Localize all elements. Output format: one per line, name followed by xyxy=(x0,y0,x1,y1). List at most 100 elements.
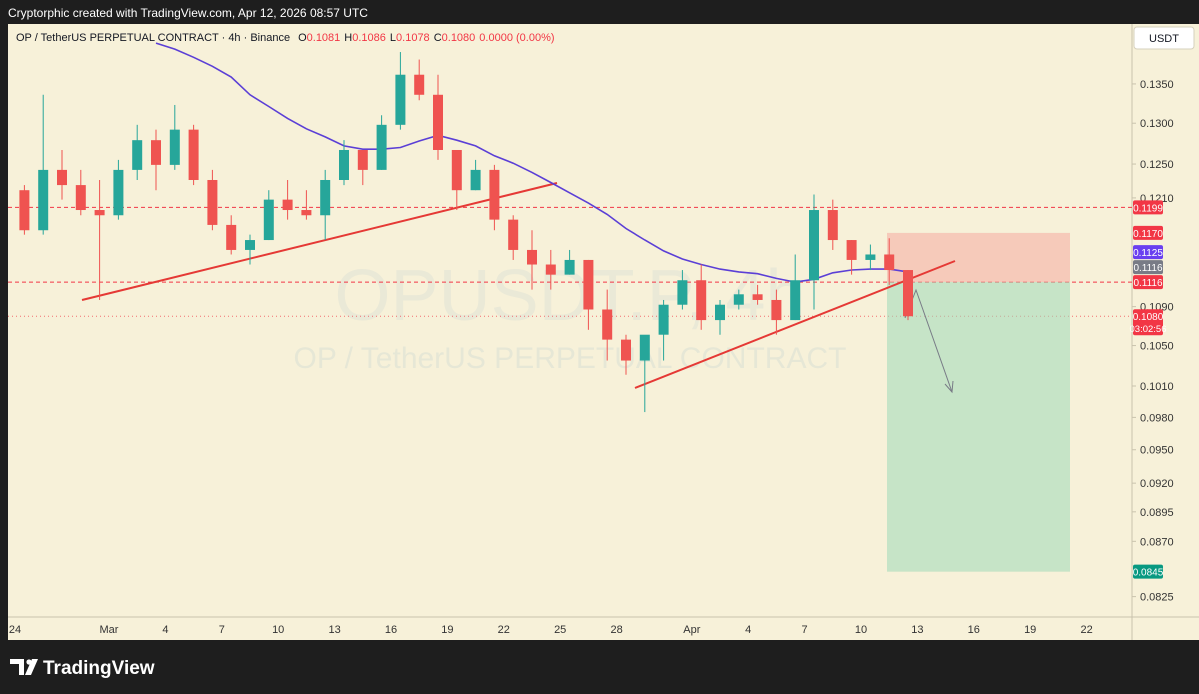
y-tick-label: 0.1010 xyxy=(1140,381,1174,393)
candle-body xyxy=(752,294,763,300)
candle-body xyxy=(57,169,67,186)
ohlc-value: 0.1086 xyxy=(352,32,386,44)
candle-body xyxy=(696,280,707,321)
candle-body xyxy=(376,124,387,170)
ohlc-letter: O xyxy=(298,32,307,44)
candle-body xyxy=(169,129,180,165)
x-tick-label: 22 xyxy=(498,624,510,636)
symbol-line: OP / TetherUS PERPETUAL CONTRACT · 4h · … xyxy=(16,32,555,44)
candle-body xyxy=(75,185,86,211)
currency[interactable]: USDT xyxy=(1149,33,1179,45)
trend-line xyxy=(634,260,956,389)
price-label xyxy=(1133,260,1163,275)
candle-body xyxy=(733,294,744,305)
arrow-head xyxy=(944,380,954,394)
price-label-text: 0.1125 xyxy=(1133,248,1163,259)
candle-body xyxy=(282,199,293,211)
x-tick-label: 13 xyxy=(911,624,923,636)
symbol: OP / TetherUS PERPETUAL CONTRACT · 4h · … xyxy=(16,32,290,44)
candle-body xyxy=(395,74,406,125)
countdown: 03:02:56 xyxy=(1130,324,1167,335)
candle-body xyxy=(677,280,688,305)
price-label xyxy=(1133,245,1163,260)
candle-body xyxy=(357,149,368,170)
candle-body xyxy=(414,74,425,95)
logo-mark xyxy=(10,659,24,675)
candle-body xyxy=(621,339,631,361)
x-tick-label: 4 xyxy=(745,624,751,636)
candle-body xyxy=(263,199,274,241)
ohlc-value: 0.1081 xyxy=(307,32,341,44)
x-tick-label: 7 xyxy=(802,624,808,636)
y-tick-label: 0.0950 xyxy=(1140,445,1174,457)
currency-button[interactable] xyxy=(1133,26,1195,50)
candle-body xyxy=(846,240,857,260)
price-label xyxy=(1133,564,1163,579)
target-zone xyxy=(887,282,1070,572)
brand: TradingView xyxy=(43,658,155,679)
price-label xyxy=(1133,275,1163,290)
candle-body xyxy=(245,240,255,250)
candle-body xyxy=(301,210,312,216)
candle-body xyxy=(639,334,650,361)
candle-body xyxy=(508,219,519,250)
candle-body xyxy=(564,259,575,275)
x-tick-label: 4 xyxy=(162,624,168,636)
price-label-text: 0.1080 xyxy=(1133,312,1164,323)
x-tick-label: 19 xyxy=(1024,624,1036,636)
candle-body xyxy=(19,190,30,231)
candle-body xyxy=(451,149,462,191)
price-label-text: 0.1116 xyxy=(1133,263,1163,274)
y-tick-label: 0.1300 xyxy=(1140,118,1174,130)
candle-body xyxy=(602,309,613,340)
x-tick-label: 16 xyxy=(968,624,980,636)
ohlc-value: 0.1080 xyxy=(442,32,476,44)
price-label-text: 0.1170 xyxy=(1133,229,1163,240)
x-tick-label: 13 xyxy=(328,624,340,636)
ohlc-letter: L xyxy=(390,32,396,44)
change: 0.0000 (0.00%) xyxy=(479,32,554,44)
y-tick-label: 0.1350 xyxy=(1140,79,1174,91)
price-label xyxy=(1133,200,1163,215)
candle-body xyxy=(583,259,594,310)
candle-body xyxy=(94,210,105,216)
x-tick-label: Mar xyxy=(100,624,119,636)
x-tick-label: 24 xyxy=(9,624,21,636)
trend-line xyxy=(81,182,558,301)
price-label-text: 0.1116 xyxy=(1133,278,1163,289)
brand-logo: TradingView xyxy=(10,658,155,679)
price-label xyxy=(1133,225,1163,240)
ohlc-letter: C xyxy=(434,32,442,44)
candle-body xyxy=(771,299,782,321)
candle-body xyxy=(132,140,143,170)
candle-body xyxy=(527,249,537,265)
x-tick-label: Apr xyxy=(683,624,700,636)
ohlc-letter: H xyxy=(344,32,352,44)
candle-body xyxy=(151,140,161,165)
price-label xyxy=(1133,309,1163,336)
x-tick-label: 10 xyxy=(855,624,867,636)
x-tick-label: 28 xyxy=(610,624,622,636)
y-tick-label: 0.0870 xyxy=(1140,536,1174,548)
y-tick-label: 0.0920 xyxy=(1140,478,1174,490)
candle-body xyxy=(433,94,443,150)
x-tick-label: 19 xyxy=(441,624,453,636)
logo-mark xyxy=(25,659,38,675)
price-label-text: 0.1199 xyxy=(1133,203,1163,214)
candle-body xyxy=(827,210,838,241)
candle-body xyxy=(113,169,124,216)
candle-body xyxy=(545,264,556,275)
y-tick-label: 0.0895 xyxy=(1140,507,1174,519)
candle-body xyxy=(339,149,349,180)
candle-body xyxy=(658,304,669,335)
y-tick-label: 0.1250 xyxy=(1140,159,1174,171)
x-tick-label: 7 xyxy=(219,624,225,636)
candle-body xyxy=(207,179,218,225)
candle-body xyxy=(38,169,49,231)
candle-body xyxy=(489,169,500,220)
y-tick-label: 0.1050 xyxy=(1140,341,1174,353)
candle-body xyxy=(809,210,819,281)
x-tick-label: 22 xyxy=(1080,624,1092,636)
price-label-text: 0.0845 xyxy=(1133,568,1164,579)
